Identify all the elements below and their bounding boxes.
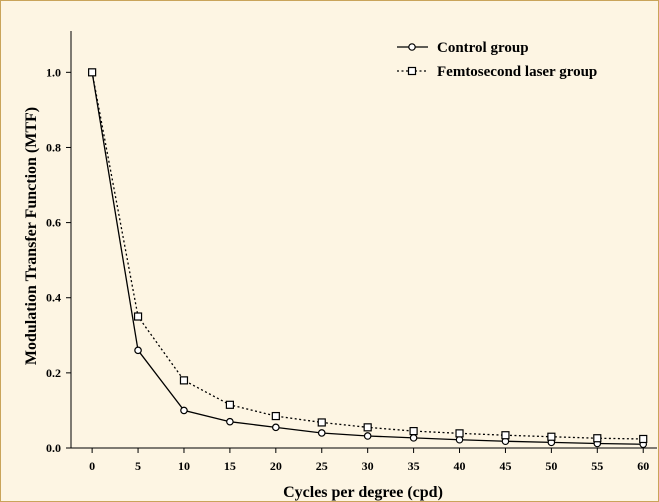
data-point-femto — [88, 68, 97, 77]
x-tick-label: 0 — [89, 459, 95, 473]
x-ticks: 0 5 10 15 20 25 30 35 40 45 50 55 60 — [89, 448, 649, 473]
legend-marker-femto — [407, 66, 417, 76]
x-tick-label: 10 — [178, 459, 190, 473]
data-point-control — [317, 429, 326, 437]
data-point-control — [226, 417, 234, 426]
data-point-femto — [593, 434, 602, 443]
x-tick-label: 45 — [499, 459, 511, 473]
data-point-femto — [501, 431, 510, 440]
x-tick-label: 55 — [591, 459, 603, 473]
data-point-control — [272, 423, 280, 432]
data-point-control — [363, 432, 372, 440]
data-point-femto — [271, 411, 280, 421]
y-axis-title: Modulation Transfer Function (MTF) — [23, 107, 40, 365]
series-line-femto — [91, 72, 644, 440]
data-point-femto — [455, 429, 464, 438]
legend-label-femto: Femtosecond laser group — [437, 64, 597, 80]
x-tick-label: 30 — [362, 459, 374, 473]
y-tick-label: 0.2 — [46, 366, 61, 380]
y-tick-label: 0.0 — [46, 441, 61, 455]
x-tick-label: 15 — [224, 459, 236, 473]
legend: Control group Femtosecond laser group — [397, 40, 597, 80]
data-point-control — [134, 346, 142, 355]
legend-item-control: Control group — [397, 40, 529, 56]
series-layer — [88, 68, 648, 449]
x-tick-label: 60 — [637, 459, 649, 473]
legend-item-femto: Femtosecond laser group — [397, 64, 597, 80]
data-point-control — [180, 406, 188, 415]
data-point-femto — [133, 312, 143, 321]
data-point-femto — [547, 432, 556, 441]
data-point-control — [455, 435, 464, 444]
data-point-femto — [639, 434, 648, 444]
x-tick-label: 25 — [316, 459, 328, 473]
axes — [70, 31, 657, 449]
data-point-femto — [225, 400, 234, 409]
x-tick-label: 5 — [135, 459, 141, 473]
legend-marker-control — [408, 43, 416, 51]
x-tick-label: 20 — [270, 459, 282, 473]
x-tick-label: 50 — [545, 459, 557, 473]
data-point-femto — [363, 423, 372, 432]
x-axis-title: Cycles per degree (cpd) — [283, 484, 443, 501]
data-point-femto — [179, 376, 189, 385]
data-point-femto — [317, 418, 326, 427]
y-ticks: 0.0 0.2 0.4 0.6 0.8 1.0 — [46, 65, 71, 455]
x-tick-label: 40 — [454, 459, 466, 473]
y-tick-label: 0.6 — [46, 216, 61, 230]
data-point-femto — [409, 426, 418, 436]
y-tick-label: 0.8 — [46, 140, 61, 154]
y-tick-label: 1.0 — [46, 65, 61, 79]
y-tick-label: 0.4 — [46, 291, 61, 305]
series-line-control — [91, 72, 644, 445]
legend-label-control: Control group — [437, 40, 529, 56]
data-point-control — [409, 434, 418, 442]
x-tick-label: 35 — [408, 459, 420, 473]
